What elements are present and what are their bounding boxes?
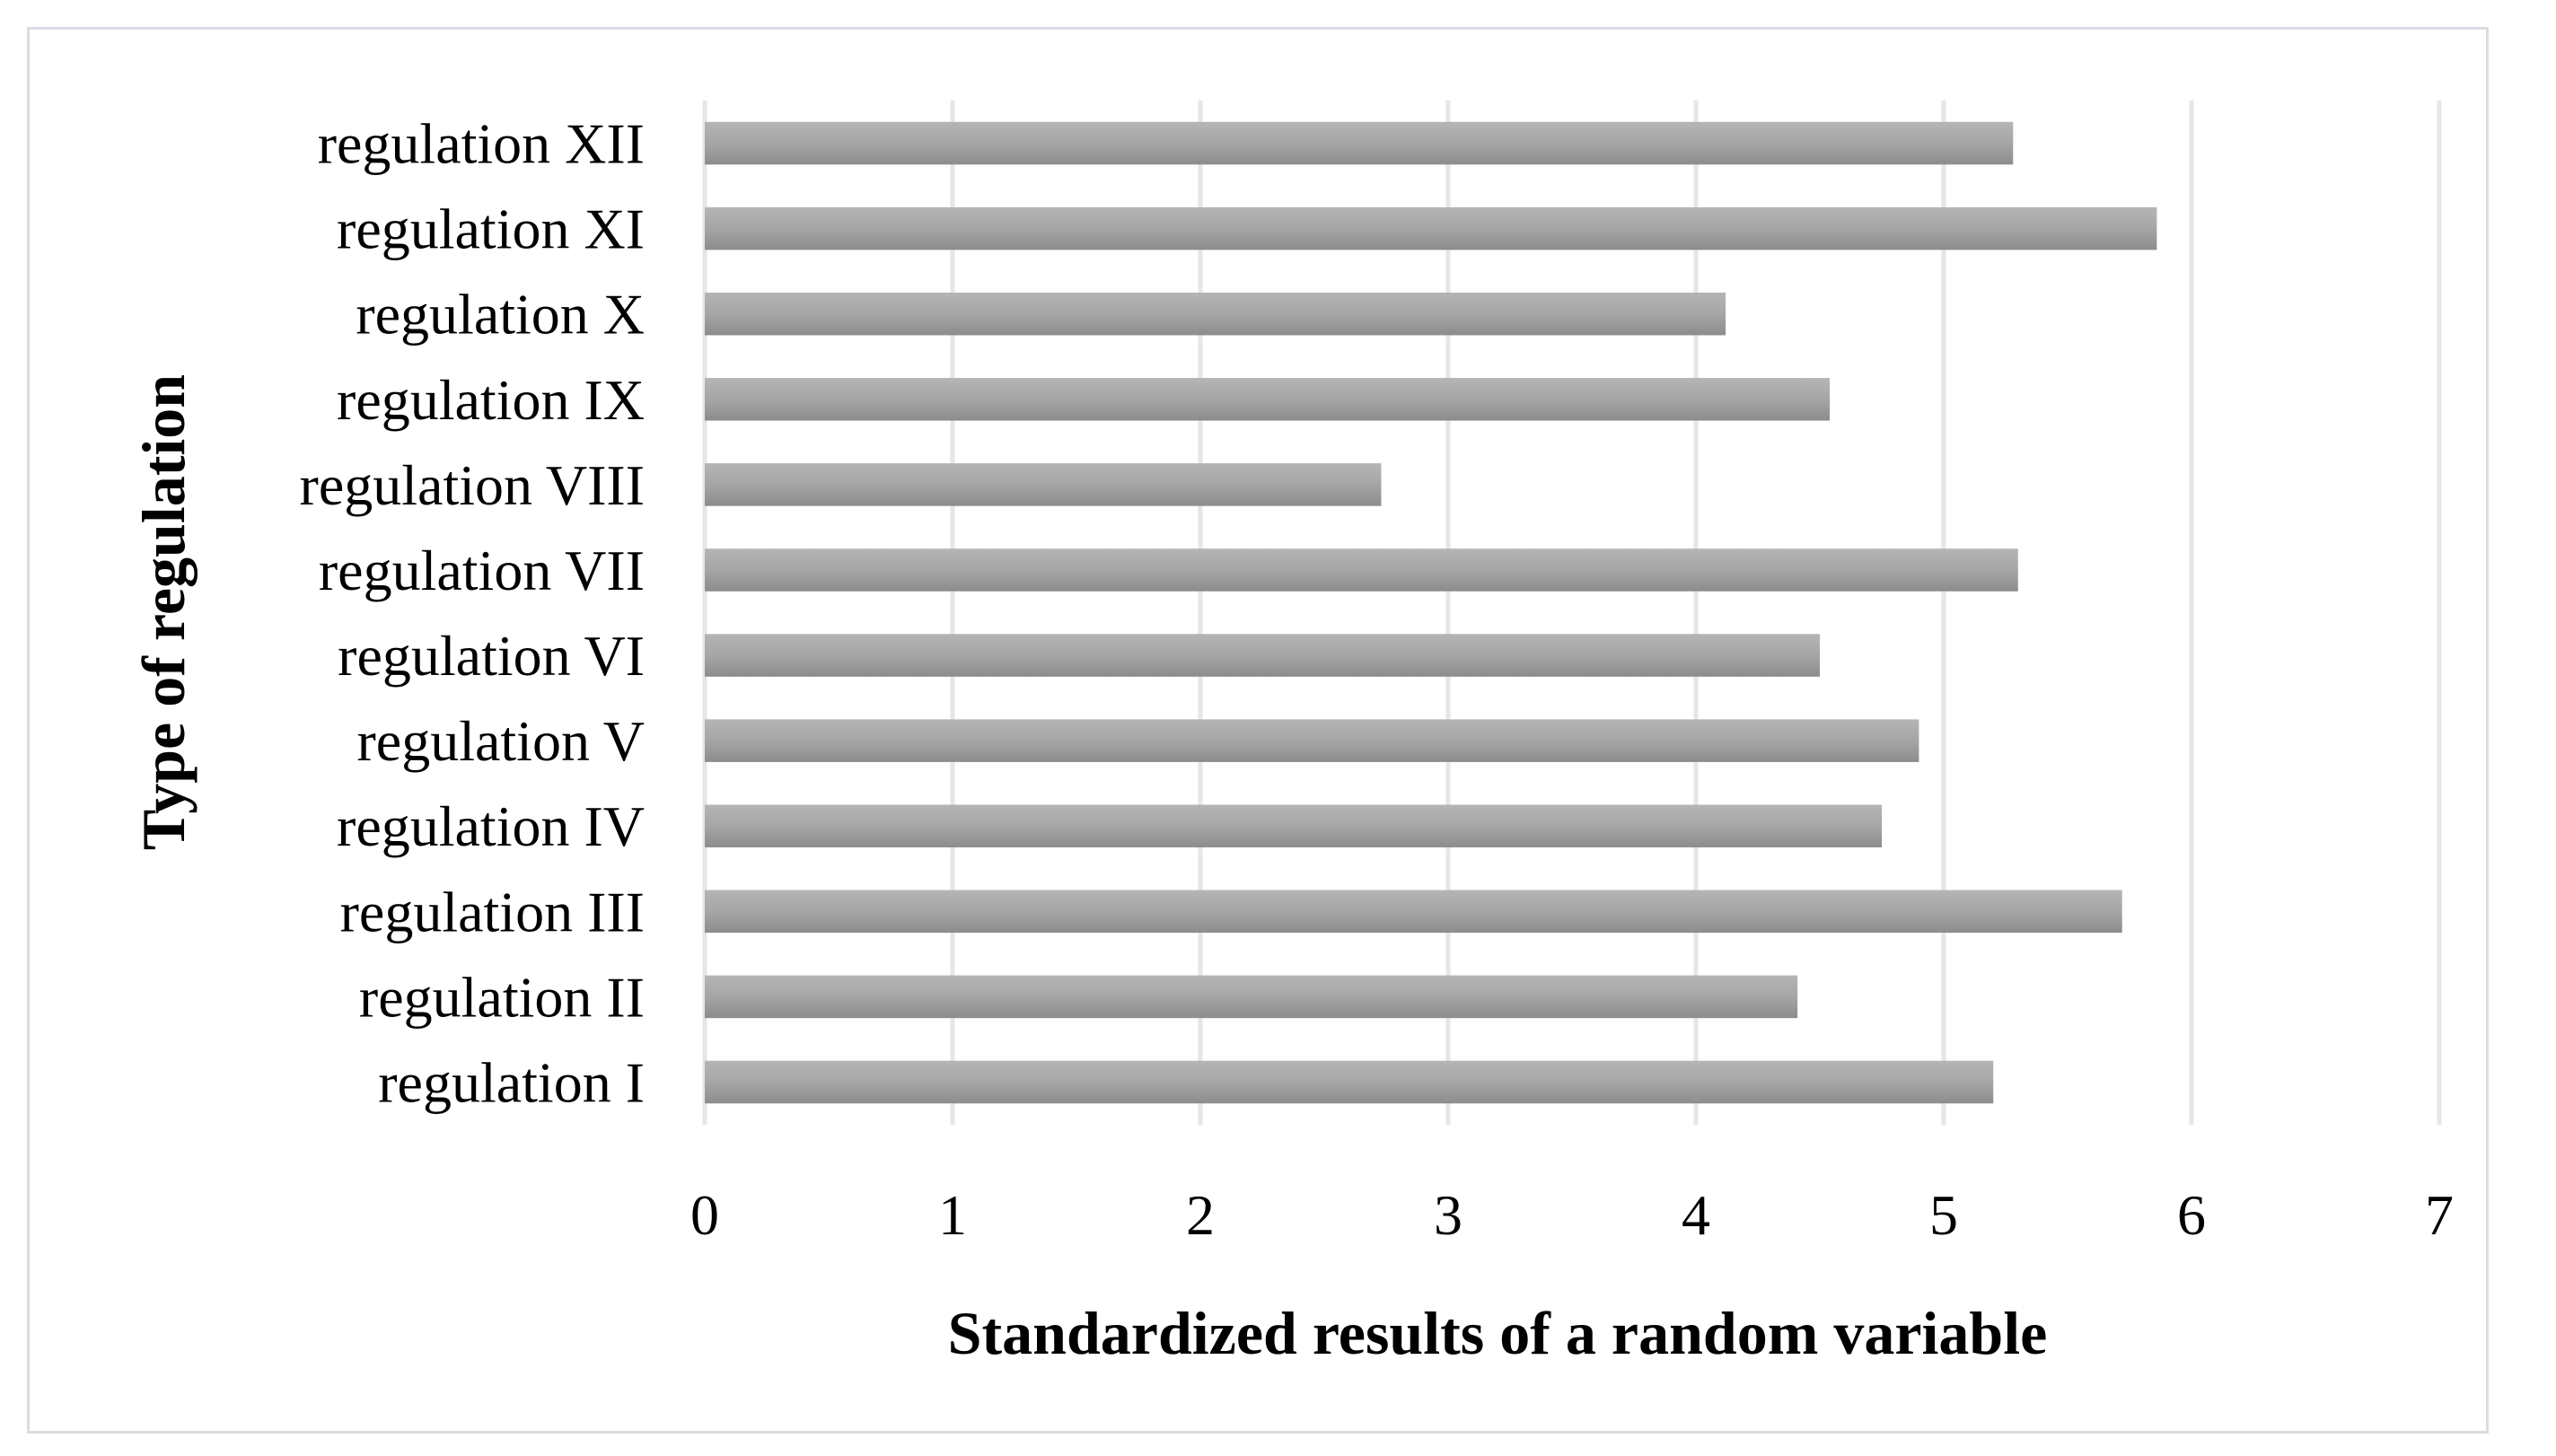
category-labels: regulation I regulation II regulation III r… — [300, 112, 645, 1115]
category-label: regulation II — [359, 965, 645, 1029]
bar-10 — [705, 292, 1726, 336]
x-tick-label: 7 — [2425, 1183, 2454, 1247]
bar-9 — [705, 378, 1831, 421]
category-label: regulation I — [378, 1050, 645, 1114]
x-tick-label: 3 — [1434, 1183, 1462, 1247]
bars — [705, 121, 2157, 1104]
category-label: regulation VIII — [300, 453, 645, 517]
gridlines — [702, 101, 2442, 1125]
bar-11 — [705, 206, 2157, 250]
category-label: regulation VI — [338, 624, 645, 688]
y-axis-title: Type of regulation — [129, 374, 198, 850]
category-label: regulation X — [356, 283, 645, 346]
x-tick-label: 5 — [1929, 1183, 1958, 1247]
category-label: regulation XII — [318, 112, 645, 176]
category-label: regulation V — [356, 709, 645, 773]
bar-7 — [705, 548, 2018, 592]
bar-3 — [705, 890, 2122, 934]
x-axis-title: Standardized results of a random variabl… — [948, 1299, 2048, 1367]
bar-4 — [705, 804, 1882, 847]
x-tick-label: 0 — [690, 1183, 719, 1247]
bar-5 — [705, 719, 1919, 762]
x-tick-label: 1 — [938, 1183, 967, 1247]
bar-8 — [705, 463, 1382, 506]
bar-1 — [705, 1060, 1994, 1104]
x-tick-labels: 0 1 2 3 4 5 6 7 — [690, 1183, 2454, 1247]
x-tick-label: 6 — [2177, 1183, 2206, 1247]
bar-2 — [705, 975, 1798, 1019]
bar-12 — [705, 121, 2014, 165]
x-tick-label: 2 — [1186, 1183, 1215, 1247]
x-tick-label: 4 — [1682, 1183, 1710, 1247]
category-label: regulation VII — [319, 539, 645, 602]
category-label: regulation III — [340, 880, 645, 943]
bar-6 — [705, 634, 1820, 677]
category-label: regulation IX — [337, 368, 645, 432]
category-label: regulation IV — [337, 794, 645, 858]
category-label: regulation XI — [337, 197, 645, 261]
